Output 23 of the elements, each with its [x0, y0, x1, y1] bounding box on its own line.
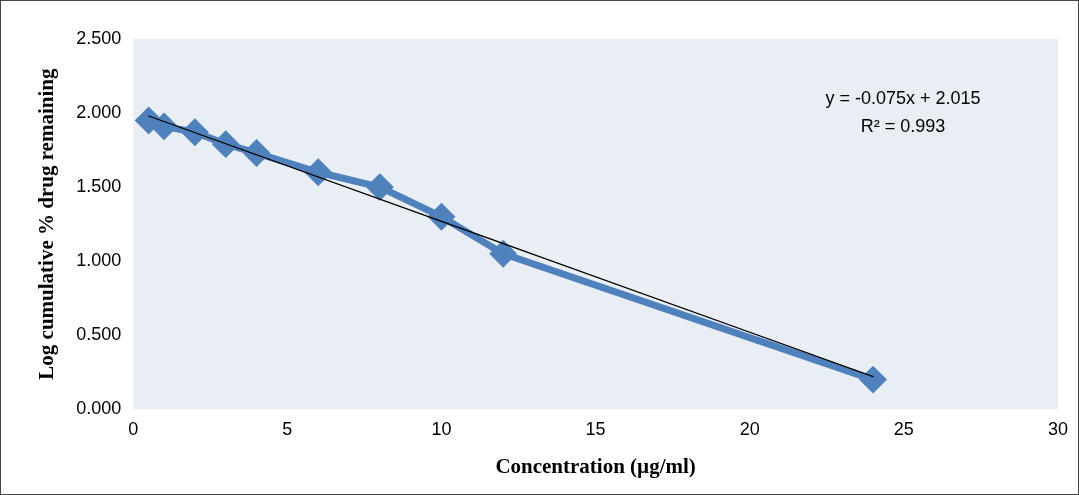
y-tick-label: 2.000 — [76, 102, 122, 123]
y-tick-label: 1.000 — [76, 250, 122, 271]
x-tick-label: 20 — [739, 418, 760, 439]
y-axis-title: Log cumulative % drug remaining — [34, 68, 59, 380]
y-tick-label: 1.500 — [76, 176, 122, 197]
y-tick-label: 0.000 — [76, 398, 122, 419]
x-tick-label: 0 — [128, 418, 139, 439]
point — [428, 204, 454, 230]
annotation: R² = 0.993 — [860, 116, 946, 136]
x-tick-label: 5 — [282, 418, 293, 439]
x-axis-title: Concentration (µg/ml) — [495, 453, 696, 478]
annotation: y = -0.075x + 2.015 — [825, 88, 981, 108]
point — [490, 241, 516, 267]
point — [860, 367, 886, 393]
y-tick-label: 2.500 — [76, 27, 122, 48]
point — [305, 159, 331, 185]
point — [151, 113, 177, 139]
x-tick-label: 30 — [1047, 418, 1068, 439]
point — [367, 174, 393, 200]
x-tick-label: 15 — [585, 418, 606, 439]
x-tick-label: 25 — [893, 418, 914, 439]
y-tick-label: 0.500 — [76, 324, 122, 345]
x-tick-label: 10 — [431, 418, 452, 439]
